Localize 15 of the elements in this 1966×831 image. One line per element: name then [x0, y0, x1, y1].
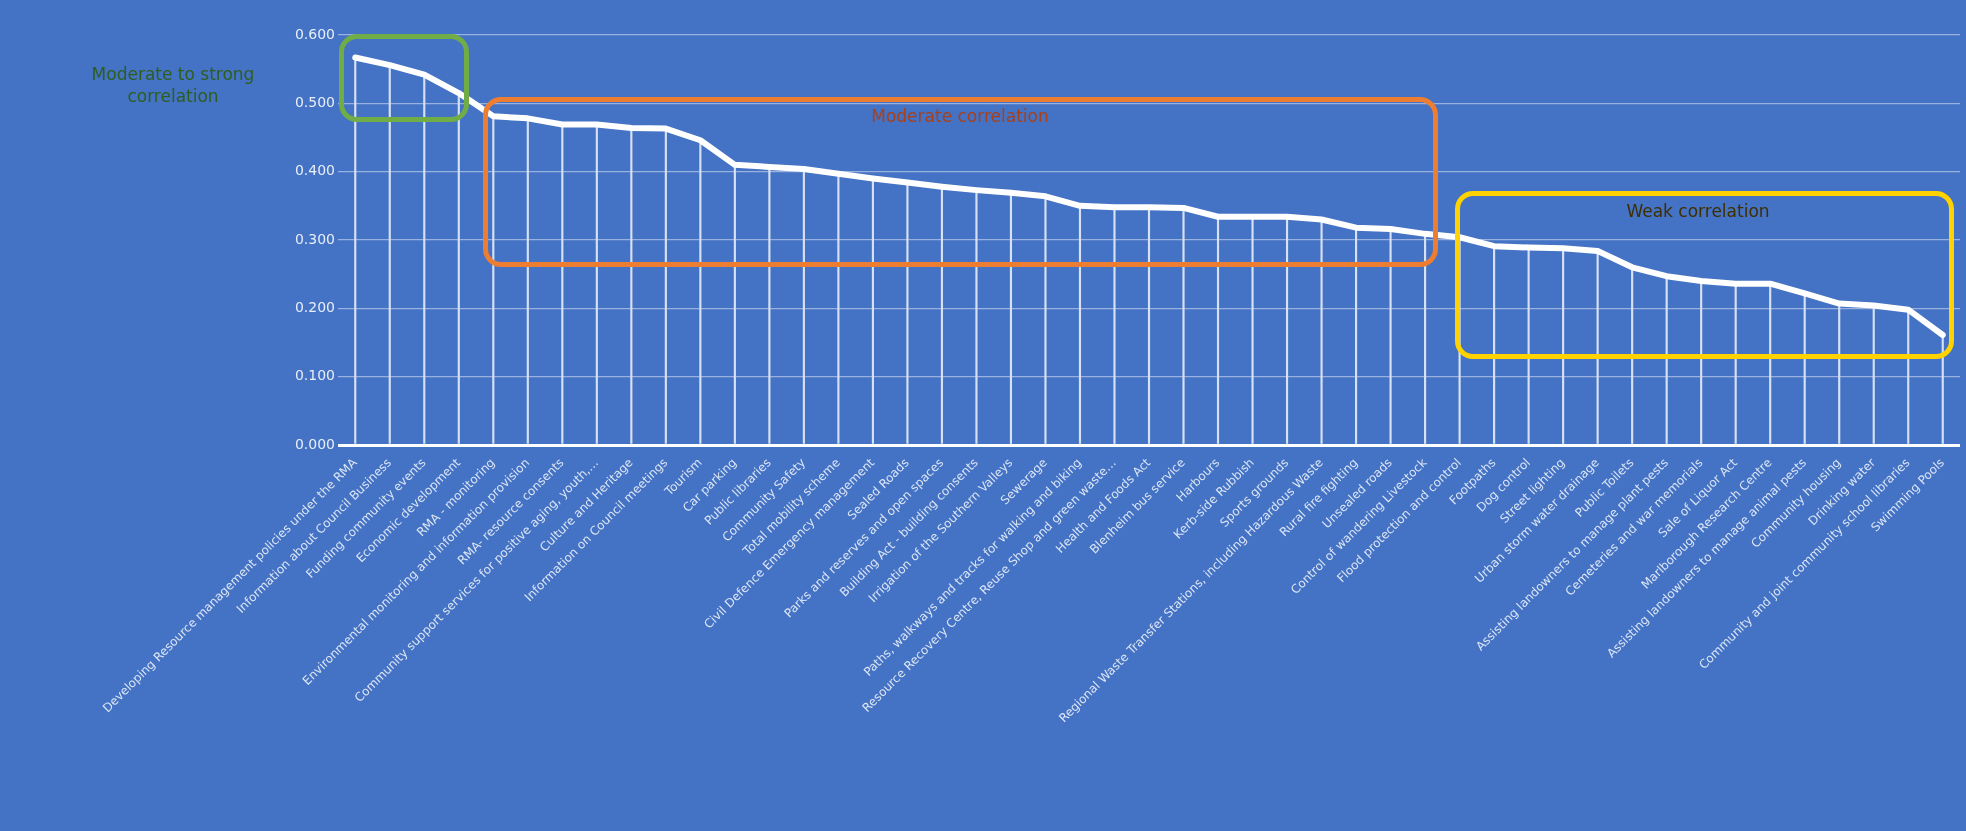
y-tick-label: 0.600: [294, 25, 335, 42]
y-tick-label: 0.200: [294, 298, 335, 315]
bar: [561, 124, 564, 444]
y-tick-label: 0.500: [294, 93, 335, 110]
y-tick-label: 0.400: [294, 162, 335, 179]
bar: [1320, 219, 1323, 444]
y-tick-label: 0.000: [294, 435, 335, 452]
y-tick-label: 0.300: [294, 230, 335, 247]
annotation: Moderate correlation: [870, 105, 1050, 127]
bar: [354, 57, 357, 444]
text: Moderate to strong correlation: [90, 63, 256, 107]
bar: [871, 178, 874, 444]
bar: [526, 118, 529, 444]
y-tick-label: 0.100: [294, 367, 335, 384]
annotation: Weak correlation: [1625, 200, 1771, 222]
